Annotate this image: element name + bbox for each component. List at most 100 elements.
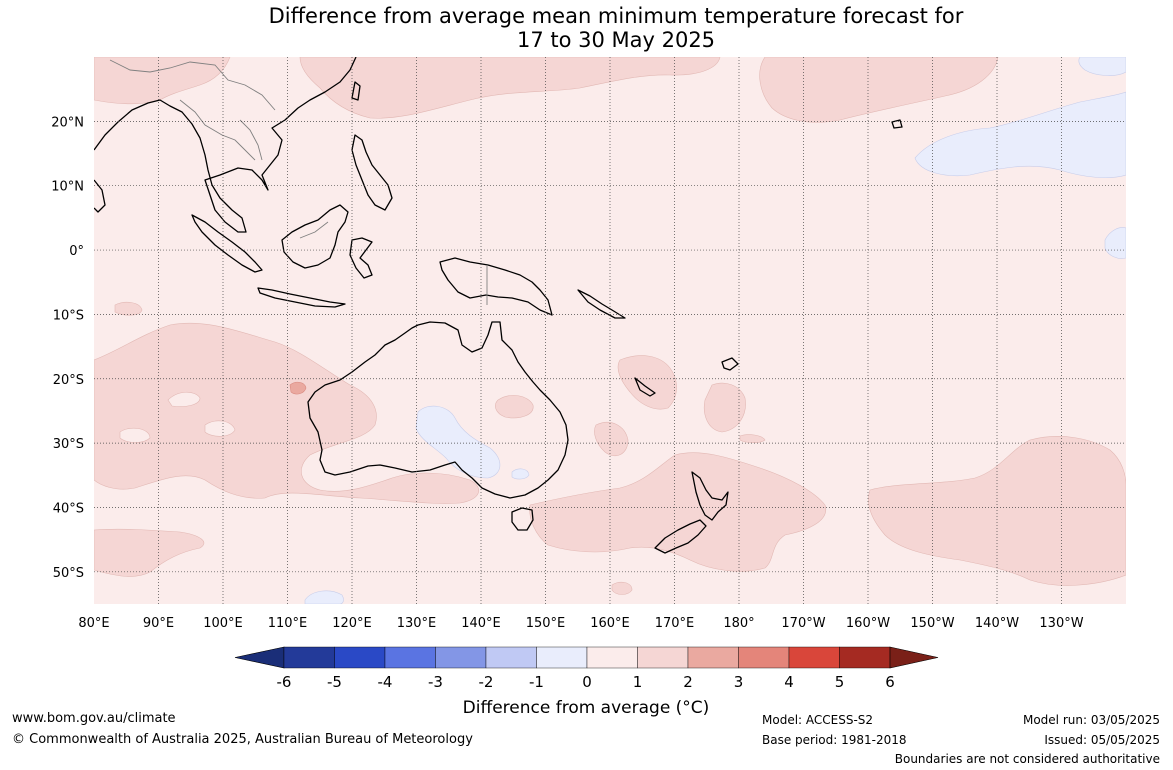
longitude-label: 130°E: [397, 616, 437, 631]
anomaly-region-1-2-fiji: [703, 382, 746, 433]
anomaly-region-1-2-coral-sea: [617, 355, 677, 410]
coastline-nz-north: [691, 471, 729, 521]
anomaly-region-minus1-0-equator-east: [1104, 227, 1126, 259]
longitude-label: 180°: [723, 616, 754, 631]
country-borders: [109, 59, 488, 305]
boundary-disclaimer: Boundaries are not considered authoritat…: [894, 752, 1160, 766]
colorbar-label: Difference from average (°C): [462, 698, 710, 718]
longitude-label: 130°W: [1039, 616, 1083, 631]
title-line-1: Difference from average mean minimum tem…: [268, 4, 964, 28]
anomaly-region-0-1-pocket-b: [204, 420, 236, 437]
anomaly-region-minus1-0-hawaii-ne: [1078, 57, 1126, 76]
colorbar-tick-label: 3: [734, 673, 744, 691]
border-borneo: [299, 221, 329, 239]
longitude-label: 100°E: [203, 616, 243, 631]
anomaly-region-1-2-tasman: [529, 452, 827, 572]
coastline-java: [257, 287, 346, 308]
colorbar-extend-low: [234, 646, 285, 669]
longitude-label: 170°W: [781, 616, 825, 631]
colorbar-tick-label: -1: [529, 673, 544, 691]
coastline-india-tip: [94, 179, 106, 213]
longitude-label: 90°E: [143, 616, 174, 631]
latitude-label: 30°S: [53, 437, 84, 452]
coastline-australia: [307, 321, 569, 499]
longitude-label: 80°E: [78, 616, 109, 631]
coastline-borneo: [281, 204, 349, 269]
anomaly-region-1-2-north-central: [299, 57, 721, 119]
latitude-label: 0°: [69, 244, 84, 259]
base-period: Base period: 1981-2018: [762, 733, 907, 747]
latitude-label: 40°S: [53, 501, 84, 516]
colorbar-tick-label: -4: [378, 673, 393, 691]
longitude-labels: 80°E 90°E 100°E 110°E 120°E 130°E 140°E 150°E 16…: [78, 616, 1083, 631]
colorbar-tick-label: 2: [683, 673, 693, 691]
anomaly-region-2-3-spot: [289, 381, 307, 395]
anomaly-region-1-2-north-east: [759, 57, 999, 123]
colorbar-tick-label: -6: [277, 673, 292, 691]
colorbar-tick-label: -2: [479, 673, 494, 691]
border-asia-2: [179, 99, 256, 161]
colorbar-tick-label: -3: [428, 673, 443, 691]
anomaly-shading: [94, 57, 1126, 604]
longitude-label: 150°W: [910, 616, 954, 631]
coastline-nz-south: [654, 519, 707, 554]
coastline-philippines: [351, 134, 393, 211]
coastline-new-caledonia: [634, 377, 656, 397]
colorbar-swatch: [283, 646, 335, 669]
coastline-asia-mainland: [94, 57, 357, 233]
coastline-new-guinea: [439, 257, 553, 316]
longitude-label: 170°E: [655, 616, 695, 631]
latitude-labels: 20°N 10°N 0° 10°S 20°S 30°S 40°S 50°S: [51, 115, 84, 580]
issued-date: Issued: 05/05/2025: [1044, 733, 1160, 747]
colorbar-swatch: [839, 646, 891, 669]
graticule: [94, 57, 1126, 604]
latitude-label: 10°N: [51, 180, 84, 195]
latitude-label: 50°S: [53, 566, 84, 581]
longitude-label: 160°E: [590, 616, 630, 631]
anomaly-region-0-1-pocket-c: [119, 427, 151, 443]
coastline-hawaii: [891, 119, 903, 129]
anomaly-region-minus1-0-north-pacific: [914, 91, 1126, 179]
longitude-label: 150°E: [526, 616, 566, 631]
latitude-label: 20°S: [53, 373, 84, 388]
longitude-label: 110°E: [268, 616, 308, 631]
colorbar-extend-high: [889, 646, 939, 669]
title-line-2: 17 to 30 May 2025: [516, 28, 716, 52]
model-name: Model: ACCESS-S2: [762, 713, 874, 727]
coastline-tasmania: [511, 507, 534, 531]
colorbar-tick-label: -5: [327, 673, 342, 691]
colorbar-swatch: [435, 646, 487, 669]
colorbar-tick-label: 5: [835, 673, 845, 691]
copyright-text: © Commonwealth of Australia 2025, Austra…: [12, 732, 473, 747]
chart-title: Difference from average mean minimum tem…: [0, 4, 1173, 52]
colorbar-swatch: [687, 646, 739, 669]
coastline-fiji: [721, 357, 739, 371]
anomaly-region-minus1-0-inland-australia: [415, 405, 501, 479]
colorbar-swatch: [384, 646, 436, 669]
model-run-date: Model run: 03/05/2025: [1022, 713, 1160, 727]
coastline-sumatra: [191, 214, 263, 273]
longitude-label: 140°W: [975, 616, 1019, 631]
anomaly-region-0-1-pocket-a: [167, 391, 201, 407]
latitude-label: 20°N: [51, 115, 84, 130]
colorbar-swatch: [536, 646, 588, 669]
latitude-label: 10°S: [53, 308, 84, 323]
longitude-label: 120°E: [332, 616, 372, 631]
website-link[interactable]: www.bom.gov.au/climate: [12, 711, 176, 726]
anomaly-region-1-2-small-c: [611, 581, 633, 595]
anomaly-region-minus1-0-small: [511, 468, 530, 480]
anomaly-region-1-2-central-australia: [495, 395, 534, 419]
anomaly-region-1-2-indian-ocean: [94, 322, 479, 504]
colorbar: -6 -5 -4 -3 -2 -1 0 1 2 3 4 5 6: [234, 646, 939, 691]
anomaly-region-minus1-0-south: [304, 590, 344, 604]
colorbar-tick-label: 4: [784, 673, 794, 691]
anomaly-region-1-2-south-indian: [94, 528, 205, 577]
colorbar-swatch: [586, 646, 638, 669]
colorbar-tick-label: 0: [582, 673, 592, 691]
anomaly-region-1-2-small-a: [594, 421, 629, 456]
longitude-label: 160°W: [846, 616, 890, 631]
colorbar-swatch: [788, 646, 840, 669]
colorbar-swatch: [637, 646, 689, 669]
colorbar-swatch: [334, 646, 386, 669]
